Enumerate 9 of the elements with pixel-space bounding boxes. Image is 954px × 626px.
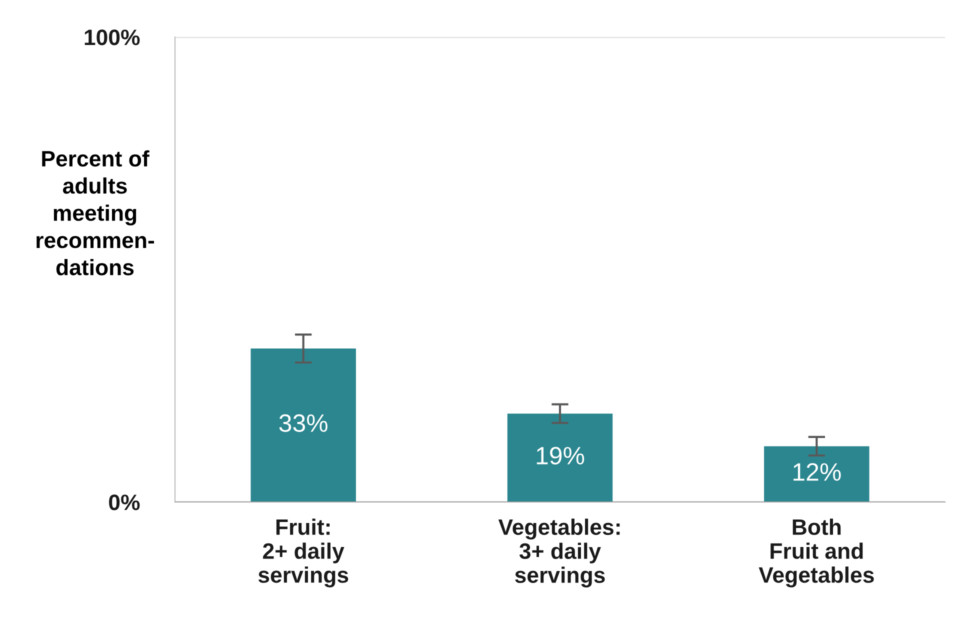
x-tick-label: Vegetables: 3+ daily servings [498,518,620,588]
data-label: 19% [536,446,584,465]
y-tick-label: 0% [109,494,140,510]
data-label: 33% [279,414,328,432]
data-label: 12% [794,463,841,481]
x-tick-label: Fruit: 2+ daily servings [258,518,348,588]
x-tick-label: Both Fruit and Vegetables [758,518,874,588]
y-axis-title: Percent of adults meeting recommen- dations [36,150,154,276]
y-tick-label: 100% [84,30,140,46]
